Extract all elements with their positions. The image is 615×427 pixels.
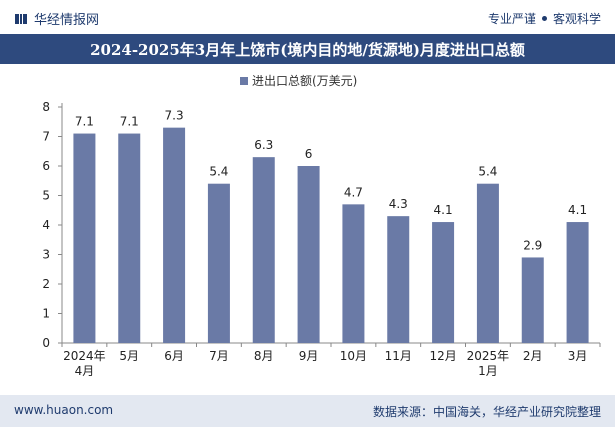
legend-swatch [240,77,248,85]
footer-source: 数据来源：中国海关，华经产业研究院整理 [372,405,601,419]
bar[interactable] [342,204,365,343]
tagline-right: 客观科学 [552,12,601,26]
bar[interactable] [118,133,141,343]
tagline-left: 专业严谨 [487,12,536,26]
x-tick-label: 6月 [164,349,184,363]
x-tick-label: 3月 [568,349,588,363]
top-bar: 华经情报网 专业严谨 客观科学 [0,0,615,34]
x-tick-label: 4月 [75,364,95,378]
y-tick-label: 6 [42,159,50,173]
data-labels: 7.1 7.1 7.3 5.4 6.3 6 4.7 4.3 4.1 5.4 2.9 4.1 [75,109,587,253]
bar[interactable] [387,216,410,343]
bar[interactable] [73,133,96,343]
data-label: 7.1 [120,115,139,129]
y-tick-label: 0 [42,336,50,350]
footer: www.huaon.com 数据来源：中国海关，华经产业研究院整理 [0,395,615,427]
bar[interactable] [207,183,230,343]
data-label: 5.4 [478,165,497,179]
data-label: 5.4 [209,165,228,179]
y-tick-label: 2 [42,277,50,291]
x-tick-label: 2025年 [467,349,510,363]
bar[interactable] [252,157,275,343]
x-tick-label: 12月 [429,349,456,363]
bars [73,127,589,344]
legend: 进出口总额(万美元) [240,74,357,88]
data-label: 7.1 [75,115,94,129]
y-tick-label: 7 [42,130,50,144]
x-tick-label: 5月 [119,349,139,363]
bar[interactable] [432,222,455,343]
x-tick-label: 10月 [340,349,367,363]
x-tick-label: 9月 [299,349,319,363]
bar[interactable] [476,183,499,343]
y-tick-label: 4 [42,218,50,232]
chart-title: 2024-2025年3月年上饶市(境内目的地/货源地)月度进出口总额 [0,34,615,64]
x-tick-label: 8月 [254,349,274,363]
brand-logo-icon [15,13,27,24]
bar[interactable] [297,166,320,343]
separator-dot-icon [541,16,547,21]
data-label: 4.1 [568,203,587,217]
x-tick-label: 7月 [209,349,229,363]
data-label: 2.9 [523,238,542,252]
footer-url[interactable]: www.huaon.com [14,403,114,417]
data-label: 6 [305,147,313,161]
bar[interactable] [163,127,186,344]
bar-chart: 进出口总额(万美元) 0 1 2 3 4 5 6 7 8 7.1 7.1 7.3 5.4 6.3 6 4.7… [42,74,601,378]
data-label: 4.7 [344,185,363,199]
y-tick-label: 8 [42,100,50,114]
data-label: 4.1 [434,203,453,217]
x-tick-label: 2024年 [63,349,106,363]
x-tick-label: 2月 [523,349,543,363]
bar[interactable] [566,222,589,343]
data-label: 6.3 [254,138,273,152]
data-label: 7.3 [165,109,184,123]
y-tick-label: 3 [42,248,50,262]
tagline: 专业严谨 客观科学 [488,10,601,27]
x-tick-label: 1月 [478,364,498,378]
x-tick-label: 11月 [385,349,412,363]
y-tick-label: 1 [42,307,50,321]
data-label: 4.3 [389,197,408,211]
y-tick-label: 5 [42,189,50,203]
legend-label: 进出口总额(万美元) [252,74,357,88]
brand-name: 华经情报网 [34,13,100,28]
brand[interactable]: 华经情报网 [14,9,99,28]
axes: 0 1 2 3 4 5 6 7 8 [42,100,601,350]
bar[interactable] [521,257,544,343]
